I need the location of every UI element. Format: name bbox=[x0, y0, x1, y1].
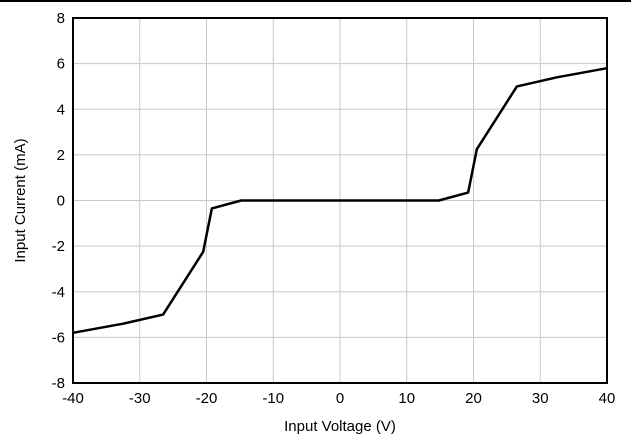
y-tick-label: -2 bbox=[52, 238, 65, 255]
x-tick-label: 30 bbox=[532, 390, 549, 407]
plot-border bbox=[72, 17, 608, 384]
x-tick-label: -30 bbox=[129, 390, 151, 407]
y-axis-label: Input Current (mA) bbox=[12, 138, 29, 262]
y-tick-label: 4 bbox=[57, 101, 65, 118]
x-tick-label: -40 bbox=[62, 390, 84, 407]
y-tick-label: 2 bbox=[57, 147, 65, 164]
series-line bbox=[72, 66, 608, 335]
grid bbox=[73, 18, 607, 383]
series-layer bbox=[72, 66, 608, 335]
y-tick-label: 8 bbox=[57, 10, 65, 27]
x-tick-label: 10 bbox=[398, 390, 415, 407]
y-tick-labels: -8 -6 -4 -2 0 2 4 6 8 bbox=[52, 10, 65, 392]
x-tick-label: -10 bbox=[262, 390, 284, 407]
x-axis-label: Input Voltage (V) bbox=[284, 418, 396, 435]
y-tick-label: 0 bbox=[57, 193, 65, 210]
top-rule bbox=[0, 0, 631, 2]
y-tick-label: 6 bbox=[57, 56, 65, 73]
y-tick-label: -8 bbox=[52, 375, 65, 392]
y-tick-label: -6 bbox=[52, 329, 65, 346]
x-tick-label: -20 bbox=[196, 390, 218, 407]
x-tick-label: 40 bbox=[599, 390, 616, 407]
x-tick-label: 20 bbox=[465, 390, 482, 407]
y-tick-label: -4 bbox=[52, 284, 65, 301]
plot-frame bbox=[72, 17, 608, 384]
x-tick-label: 0 bbox=[336, 390, 344, 407]
x-tick-labels: -40 -30 -20 -10 0 10 20 30 40 bbox=[62, 390, 615, 407]
